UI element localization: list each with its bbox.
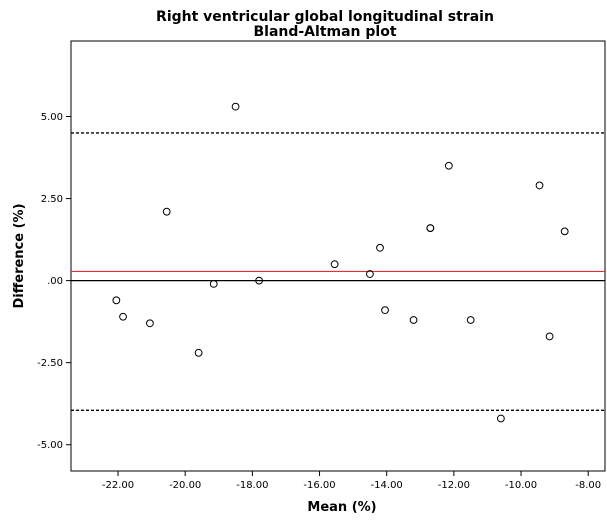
data-point	[466, 316, 475, 324]
data-point	[366, 270, 374, 278]
data-point	[330, 260, 339, 269]
y-tick-label: -2.50	[37, 358, 63, 369]
y-tick-label: 2.50	[41, 194, 63, 205]
y-tick-label: -5.00	[37, 440, 63, 451]
data-point	[146, 319, 154, 328]
x-tick-label: -8.00	[575, 480, 601, 491]
y-tick-label: 5.00	[41, 112, 63, 123]
data-point	[444, 161, 453, 170]
x-tick-label: -14.00	[371, 480, 403, 491]
data-point	[560, 227, 569, 236]
x-axis: -22.00 -20.00 -18.00 -16.00 -14.00 -12.00 -10.…	[102, 471, 601, 491]
data-point	[535, 181, 544, 190]
chart-subtitle: Bland-Altman plot	[253, 24, 396, 40]
x-tick-label: -22.00	[102, 480, 134, 491]
chart-title: Right ventricular global longitudinal st…	[156, 9, 494, 25]
data-point	[376, 243, 384, 252]
data-point	[119, 312, 127, 321]
data-points	[112, 102, 569, 423]
data-point	[194, 348, 203, 357]
data-point	[426, 224, 435, 232]
y-axis: 5.00 2.50 .00 -2.50 -5.00	[37, 112, 71, 451]
data-point	[209, 280, 218, 288]
data-point	[496, 414, 505, 423]
x-tick-label: -12.00	[438, 480, 470, 491]
data-point	[255, 276, 263, 285]
x-tick-label: -10.00	[505, 480, 537, 491]
data-point	[381, 306, 389, 315]
x-tick-label: -16.00	[303, 480, 335, 491]
y-axis-label: Difference (%)	[12, 203, 27, 308]
y-tick-label: .00	[47, 276, 63, 287]
data-point	[112, 296, 121, 305]
data-point	[162, 207, 171, 216]
x-axis-label: Mean (%)	[307, 500, 376, 515]
x-tick-label: -18.00	[236, 480, 268, 491]
data-point	[231, 102, 240, 111]
data-point	[409, 316, 418, 324]
reference-lines	[71, 132, 605, 411]
x-tick-label: -20.00	[169, 480, 201, 491]
plot-area-frame	[70, 40, 606, 472]
data-point	[545, 332, 554, 341]
